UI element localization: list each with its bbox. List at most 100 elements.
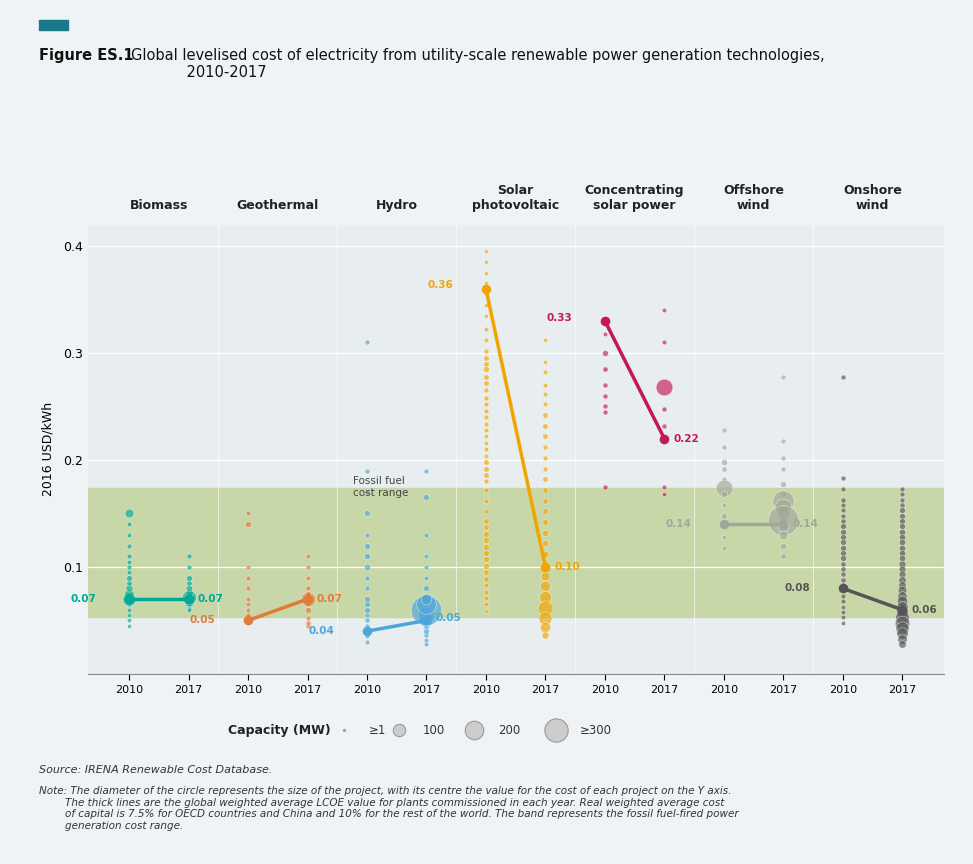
Point: [835, 568, 850, 581]
Point: [240, 598, 256, 612]
Point: [775, 493, 791, 507]
Point: [122, 592, 137, 606]
Point: [597, 378, 613, 392]
Point: [478, 436, 493, 450]
Point: [181, 594, 197, 608]
Point: [538, 579, 554, 593]
Point: [240, 581, 256, 595]
Point: [538, 612, 554, 626]
Text: Geothermal: Geothermal: [236, 199, 319, 212]
Point: [716, 519, 732, 533]
Point: [359, 506, 375, 520]
Point: [538, 419, 554, 433]
Point: [894, 504, 910, 518]
Point: [478, 540, 493, 554]
Text: 200: 200: [498, 723, 520, 737]
Point: [716, 461, 732, 475]
Point: [775, 434, 791, 448]
Point: [478, 298, 493, 312]
Point: [894, 600, 910, 613]
Point: [300, 603, 315, 617]
Point: [300, 592, 315, 606]
Point: [337, 723, 352, 737]
Text: Global levelised cost of electricity from utility-scale renewable power generati: Global levelised cost of electricity fro…: [131, 48, 825, 80]
Point: [716, 487, 732, 501]
Point: [894, 519, 910, 533]
Point: [478, 344, 493, 358]
Point: [359, 635, 375, 649]
Point: [122, 576, 137, 590]
Point: [775, 528, 791, 542]
Point: [538, 628, 554, 642]
Point: [894, 546, 910, 560]
Point: [478, 585, 493, 599]
Point: [716, 498, 732, 511]
Point: [300, 592, 315, 606]
Point: [538, 365, 554, 379]
Point: [122, 598, 137, 612]
Point: [835, 556, 850, 570]
Point: [300, 550, 315, 563]
Point: [359, 581, 375, 595]
Point: [181, 571, 197, 585]
Point: [478, 578, 493, 592]
Point: [538, 429, 554, 443]
Text: 0.22: 0.22: [673, 434, 699, 443]
Point: [478, 442, 493, 456]
Point: [775, 519, 791, 533]
Point: [657, 380, 672, 394]
Point: [300, 571, 315, 585]
Point: [122, 555, 137, 569]
Point: [359, 571, 375, 585]
Text: Biomass: Biomass: [129, 199, 188, 212]
Point: [478, 493, 493, 507]
Point: [122, 565, 137, 579]
Point: [478, 461, 493, 475]
Point: [835, 573, 850, 587]
Point: [478, 448, 493, 462]
Point: [538, 441, 554, 454]
Point: [894, 509, 910, 523]
Point: [478, 483, 493, 497]
Point: [775, 518, 791, 531]
Point: [775, 370, 791, 384]
Point: [418, 491, 434, 505]
Point: [181, 576, 197, 590]
Point: [181, 598, 197, 612]
Point: [835, 471, 850, 485]
Point: [418, 628, 434, 642]
Point: [122, 538, 137, 552]
Point: [122, 613, 137, 627]
Point: [418, 624, 434, 638]
Point: [181, 603, 197, 617]
Point: [775, 477, 791, 491]
Point: [122, 528, 137, 542]
Point: [418, 619, 434, 632]
Point: [122, 506, 137, 520]
Point: [835, 509, 850, 523]
Point: [835, 610, 850, 624]
Text: Solar
photovoltaic: Solar photovoltaic: [472, 184, 559, 212]
Point: [181, 586, 197, 600]
Point: [181, 581, 197, 595]
Point: [418, 603, 434, 617]
Point: [894, 524, 910, 538]
Point: [538, 547, 554, 561]
Point: [359, 624, 375, 638]
Point: [716, 441, 732, 454]
Point: [538, 620, 554, 634]
Point: [657, 402, 672, 416]
Point: [538, 600, 554, 614]
Point: [894, 498, 910, 511]
Point: [466, 723, 482, 737]
Point: [775, 451, 791, 465]
Point: [835, 594, 850, 608]
Text: Onshore
wind: Onshore wind: [843, 184, 902, 212]
Y-axis label: 2016 USD/kWh: 2016 USD/kWh: [42, 403, 54, 496]
Text: Source: IRENA Renewable Cost Database.: Source: IRENA Renewable Cost Database.: [39, 765, 272, 775]
Point: [716, 481, 732, 495]
Point: [894, 482, 910, 496]
Point: [478, 565, 493, 579]
Point: [597, 399, 613, 413]
Point: [478, 527, 493, 541]
